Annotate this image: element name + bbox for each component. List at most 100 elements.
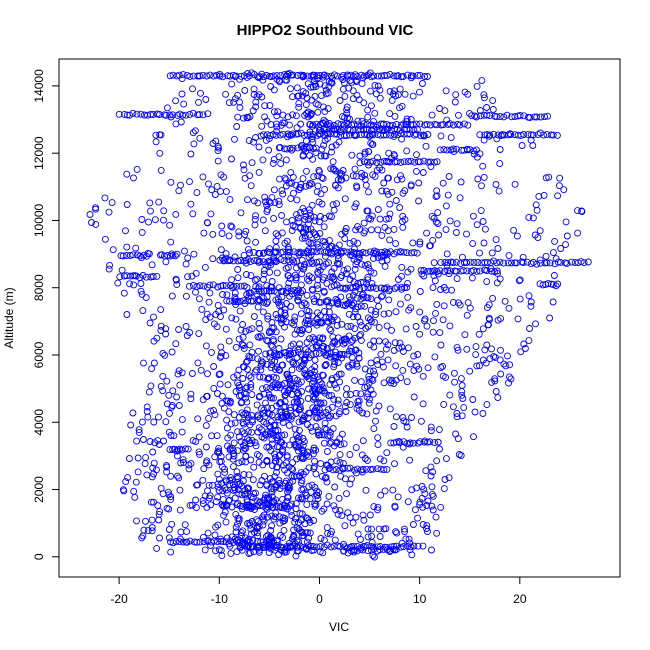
data-point	[159, 372, 167, 380]
data-point	[493, 259, 501, 267]
data-point	[157, 327, 165, 334]
data-point	[160, 207, 168, 215]
data-point	[353, 73, 361, 81]
data-point	[132, 244, 140, 252]
data-point	[259, 385, 266, 393]
data-point	[503, 111, 511, 119]
data-point	[219, 73, 227, 81]
data-point	[203, 503, 211, 511]
data-point	[440, 146, 448, 154]
data-point	[320, 439, 328, 447]
data-point	[322, 473, 330, 481]
data-point	[244, 365, 251, 373]
data-point	[423, 525, 430, 532]
data-point	[214, 142, 222, 150]
data-point	[289, 459, 297, 467]
data-point	[125, 455, 133, 462]
data-point	[303, 538, 311, 546]
data-point	[466, 258, 474, 266]
data-point	[321, 424, 329, 432]
data-point	[406, 439, 414, 447]
data-point	[238, 482, 245, 490]
data-point	[294, 297, 302, 305]
data-point	[439, 362, 447, 370]
data-point	[289, 542, 297, 550]
data-point	[203, 72, 211, 80]
data-point	[364, 284, 372, 292]
data-point	[234, 475, 241, 482]
data-point	[199, 476, 207, 484]
data-point	[463, 311, 471, 319]
data-point	[380, 131, 388, 139]
data-point	[414, 514, 422, 522]
data-point	[147, 382, 155, 390]
data-point	[368, 212, 376, 220]
data-point	[424, 438, 432, 446]
data-point	[433, 192, 441, 200]
data-point	[456, 301, 464, 309]
data-point	[116, 273, 124, 281]
data-point	[318, 380, 326, 388]
data-point	[246, 249, 253, 257]
data-point	[268, 429, 276, 437]
data-point	[305, 272, 313, 280]
data-point	[207, 210, 215, 218]
data-point	[258, 477, 266, 484]
data-point	[392, 376, 400, 384]
data-point	[434, 209, 442, 217]
data-point	[351, 203, 359, 211]
data-point	[428, 502, 436, 510]
data-point	[268, 319, 276, 326]
data-point	[457, 452, 465, 459]
data-point	[309, 145, 317, 153]
data-point	[276, 519, 284, 527]
data-point	[449, 145, 457, 153]
data-point	[327, 315, 335, 323]
data-point	[249, 476, 257, 484]
data-point	[206, 289, 214, 297]
data-point	[150, 418, 158, 426]
data-point	[179, 538, 187, 546]
data-point	[294, 287, 302, 295]
data-point	[281, 145, 288, 153]
data-point	[309, 446, 317, 454]
data-point	[281, 466, 289, 474]
data-point	[273, 75, 281, 83]
data-point	[257, 357, 265, 365]
data-point	[179, 111, 187, 119]
data-point	[374, 506, 381, 514]
data-point	[440, 485, 448, 493]
data-point	[437, 364, 445, 371]
data-point	[427, 427, 435, 435]
data-point	[372, 90, 380, 98]
data-point	[525, 292, 533, 300]
data-point	[476, 249, 483, 257]
data-point	[297, 310, 305, 318]
data-point	[489, 97, 497, 105]
data-point	[502, 362, 510, 370]
data-point	[311, 408, 318, 416]
data-point	[452, 229, 460, 236]
data-point	[326, 236, 333, 244]
data-point	[446, 322, 454, 330]
data-point	[287, 169, 295, 177]
data-point	[221, 465, 228, 473]
data-point	[172, 210, 180, 218]
data-point	[323, 478, 331, 486]
data-point	[257, 426, 265, 434]
data-point	[481, 225, 489, 233]
data-point	[248, 325, 256, 333]
data-point	[253, 401, 261, 409]
data-point	[314, 101, 322, 109]
data-point	[279, 111, 287, 119]
data-point	[349, 95, 357, 103]
data-point	[304, 371, 311, 379]
data-point	[442, 373, 450, 381]
data-point	[234, 520, 241, 528]
data-point	[309, 248, 317, 256]
data-point	[424, 158, 432, 166]
data-point	[358, 260, 366, 268]
data-point	[419, 521, 427, 528]
data-point	[357, 279, 365, 286]
data-point	[210, 537, 218, 545]
